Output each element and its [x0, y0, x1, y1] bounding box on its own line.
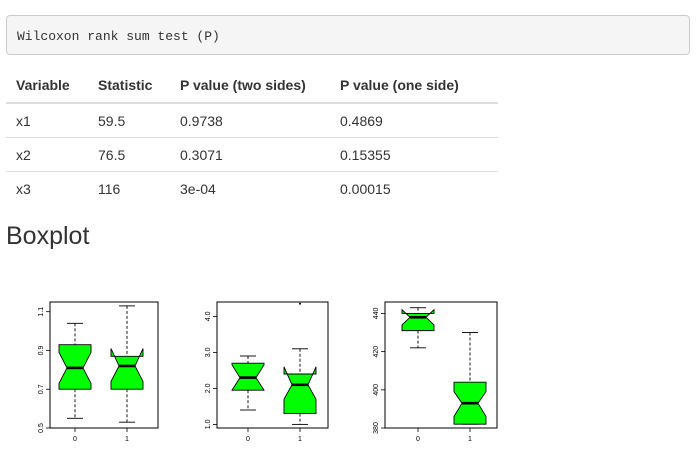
- x-tick-label: 0: [246, 436, 250, 443]
- x-tick-label: 1: [298, 436, 302, 443]
- notched-box: [110, 348, 144, 390]
- table-cell: 0.3071: [170, 137, 330, 172]
- table-cell: 3e-04: [180, 180, 216, 197]
- table-cell: 0.9738: [170, 103, 330, 138]
- y-tick-label: 4.0: [205, 311, 212, 321]
- y-tick-label: 420: [373, 346, 380, 358]
- table-cell: 0.4869: [330, 103, 498, 138]
- table-cell: x3: [16, 180, 31, 197]
- table-cell: 59.5: [88, 103, 170, 138]
- y-tick-label: 0.9: [38, 345, 45, 355]
- y-tick-label: 0.7: [38, 384, 45, 394]
- x-tick-label: 1: [468, 436, 472, 443]
- y-tick-label: 1.1: [38, 307, 45, 317]
- y-tick-label: 0.5: [38, 423, 45, 433]
- table-header-variable: Variable: [6, 68, 88, 104]
- code-output-block: Wilcoxon rank sum test (P): [6, 15, 690, 55]
- y-tick-label: 1.0: [205, 419, 212, 429]
- section-title-boxplot: Boxplot: [6, 222, 90, 250]
- x-tick-label: 0: [416, 436, 420, 443]
- code-output-text: Wilcoxon rank sum test (P): [17, 29, 220, 44]
- x-tick-label: 0: [73, 436, 77, 443]
- y-tick-label: 440: [373, 308, 380, 320]
- notched-box: [283, 366, 317, 415]
- table-header-p-two-sides: P value (two sides): [170, 68, 330, 104]
- table-cell: 0.15355: [330, 137, 498, 172]
- y-tick-label: 400: [373, 384, 380, 396]
- table-header-p-one-side: P value (one side): [330, 68, 498, 104]
- plot-frame: [384, 301, 498, 429]
- y-tick-label: 380: [373, 422, 380, 434]
- notched-box: [401, 308, 435, 332]
- plot-frame: [216, 301, 329, 429]
- table-cell: 0.00015: [340, 180, 391, 197]
- table-cell: x2: [6, 137, 88, 172]
- table-row: x3 116 3e-04 0.00015: [6, 172, 498, 206]
- boxplot-x3: 380 400 420 440 0 1: [373, 301, 498, 443]
- outlier-point: [299, 302, 301, 305]
- table-cell: 116: [98, 180, 121, 197]
- table-row: x2 76.5 0.3071 0.15355: [6, 137, 498, 172]
- plot-frame: [49, 301, 159, 429]
- x-tick-label: 1: [125, 436, 129, 443]
- y-tick-label: 3.0: [205, 347, 212, 357]
- table-cell: x1: [6, 103, 88, 138]
- table-cell: 76.5: [88, 137, 170, 172]
- boxplot-x1: 0.5 0.7 0.9 1.1 0 1: [38, 301, 159, 443]
- y-tick-label: 2.0: [205, 383, 212, 393]
- table-header-row: Variable Statistic P value (two sides) P…: [6, 68, 498, 104]
- table-header-statistic: Statistic: [88, 68, 170, 104]
- boxplot-x2: 1.0 2.0 3.0 4.0 0 1: [205, 301, 329, 443]
- wilcoxon-results-table: Variable Statistic P value (two sides) P…: [6, 68, 498, 205]
- table-row: x1 59.5 0.9738 0.4869: [6, 103, 498, 138]
